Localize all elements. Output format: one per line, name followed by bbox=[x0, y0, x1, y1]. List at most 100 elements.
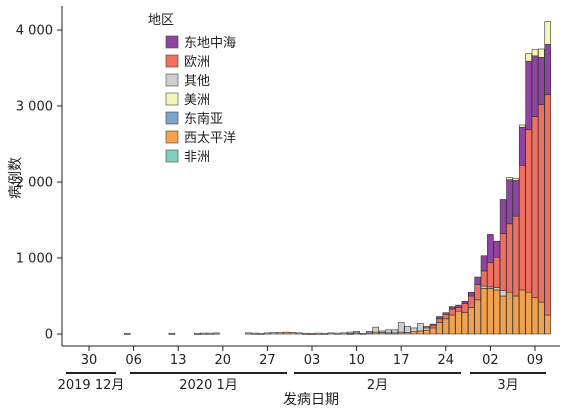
bar-segment bbox=[544, 314, 552, 335]
bar-segment bbox=[442, 318, 450, 335]
bar-segment bbox=[487, 288, 494, 335]
bar-segment bbox=[423, 329, 430, 335]
bar-segment bbox=[423, 326, 430, 329]
bar-segment bbox=[518, 289, 526, 335]
bar-segment bbox=[531, 55, 539, 117]
bar-segment bbox=[448, 308, 456, 316]
bar-segment bbox=[213, 332, 220, 335]
bar-segment bbox=[283, 331, 290, 335]
bar-segment bbox=[200, 332, 207, 335]
bar-segment bbox=[493, 289, 501, 335]
bar-segment bbox=[538, 301, 545, 335]
y-axis-ticks: 0 1 000 2 000 3 000 4 000 bbox=[16, 24, 62, 343]
bar-segment bbox=[378, 330, 386, 333]
legend-title: 地区 bbox=[148, 13, 174, 28]
month-group-label: 2020 1月 bbox=[179, 378, 238, 393]
x-axis-ticks: 30 06 13 20 27 03 10 17 24 02 09 bbox=[81, 346, 544, 368]
bar-segment bbox=[480, 270, 488, 287]
bar-segment bbox=[417, 330, 424, 335]
bar-segment bbox=[321, 332, 329, 335]
bar-segment bbox=[474, 299, 481, 335]
bar-segment bbox=[487, 234, 494, 263]
bar-segment bbox=[455, 307, 462, 312]
bar-segment bbox=[366, 331, 373, 334]
x-tick-label: 13 bbox=[170, 353, 187, 368]
bar-segment bbox=[474, 276, 481, 285]
x-tick-label: 09 bbox=[527, 353, 544, 368]
y-tick-label: 1 000 bbox=[16, 252, 53, 267]
bar-segment bbox=[442, 313, 450, 320]
y-tick-label: 0 bbox=[45, 328, 53, 343]
bar-segment bbox=[334, 332, 341, 335]
bar-segment bbox=[270, 332, 278, 335]
x-tick-label: 27 bbox=[259, 353, 276, 368]
legend-label: 欧洲 bbox=[184, 55, 210, 70]
bar-segment bbox=[244, 332, 252, 335]
x-tick-label: 03 bbox=[304, 353, 321, 368]
bar-segment bbox=[493, 256, 501, 288]
bar-segment bbox=[289, 332, 297, 335]
bar-segment bbox=[206, 332, 214, 335]
month-group-label: 3月 bbox=[497, 378, 518, 393]
bar-segment bbox=[436, 316, 443, 320]
bar-segment bbox=[123, 332, 131, 335]
bar-segment bbox=[544, 21, 552, 45]
x-tick-label: 06 bbox=[125, 353, 142, 368]
bar-segment bbox=[391, 329, 399, 334]
y-tick-label: 4 000 bbox=[16, 24, 53, 39]
legend-swatch bbox=[165, 54, 179, 68]
bar-segment bbox=[467, 291, 475, 297]
x-tick-label: 24 bbox=[438, 353, 455, 368]
bar-segment bbox=[518, 164, 526, 291]
bar-segment bbox=[474, 284, 481, 301]
bar-segment bbox=[168, 332, 176, 335]
legend-swatch bbox=[165, 35, 179, 49]
bar-segment bbox=[359, 332, 367, 335]
bar-segment bbox=[461, 303, 469, 314]
bar-segment bbox=[538, 104, 545, 303]
bar-segment bbox=[480, 255, 488, 272]
bar-segment bbox=[251, 332, 258, 335]
x-tick-label: 02 bbox=[482, 353, 499, 368]
y-tick-label: 2 000 bbox=[16, 176, 53, 191]
bar-segment bbox=[353, 331, 360, 334]
bar-segment bbox=[455, 304, 462, 308]
bar-segment bbox=[480, 288, 488, 335]
bars-layer bbox=[123, 21, 552, 335]
bar-segment bbox=[461, 312, 469, 335]
bar-segment bbox=[461, 301, 469, 304]
bar-segment bbox=[448, 314, 456, 335]
bar-segment bbox=[467, 307, 475, 335]
bar-segment bbox=[404, 326, 411, 333]
bar-segment bbox=[327, 332, 335, 335]
bar-segment bbox=[436, 322, 443, 335]
bar-segment bbox=[518, 126, 526, 166]
bar-segment bbox=[531, 116, 539, 298]
bar-segment bbox=[506, 177, 513, 181]
bar-segment bbox=[518, 124, 526, 128]
bar-segment bbox=[499, 290, 507, 297]
bar-segment bbox=[544, 44, 552, 95]
legend-label: 非洲 bbox=[184, 150, 210, 165]
bar-segment bbox=[429, 327, 437, 335]
bar-segment bbox=[417, 323, 424, 332]
bar-segment bbox=[397, 322, 405, 333]
bar-segment bbox=[340, 332, 348, 335]
bar-segment bbox=[467, 295, 475, 308]
bar-segment bbox=[506, 179, 513, 225]
bar-segment bbox=[512, 295, 520, 335]
x-tick-label: 17 bbox=[393, 353, 410, 368]
bar-segment bbox=[499, 199, 507, 234]
legend-swatch bbox=[165, 149, 179, 163]
bar-segment bbox=[525, 129, 532, 293]
month-groups: 2019 12月 2020 1月 2月 3月 bbox=[58, 372, 546, 393]
legend-label: 东南亚 bbox=[184, 111, 223, 127]
bar-segment bbox=[295, 332, 303, 335]
legend-label: 东地中海 bbox=[184, 36, 236, 51]
x-tick-label: 10 bbox=[348, 353, 365, 368]
legend-label: 其他 bbox=[184, 74, 210, 89]
bar-segment bbox=[499, 233, 507, 291]
bar-segment bbox=[455, 310, 462, 335]
bar-segment bbox=[372, 326, 380, 333]
